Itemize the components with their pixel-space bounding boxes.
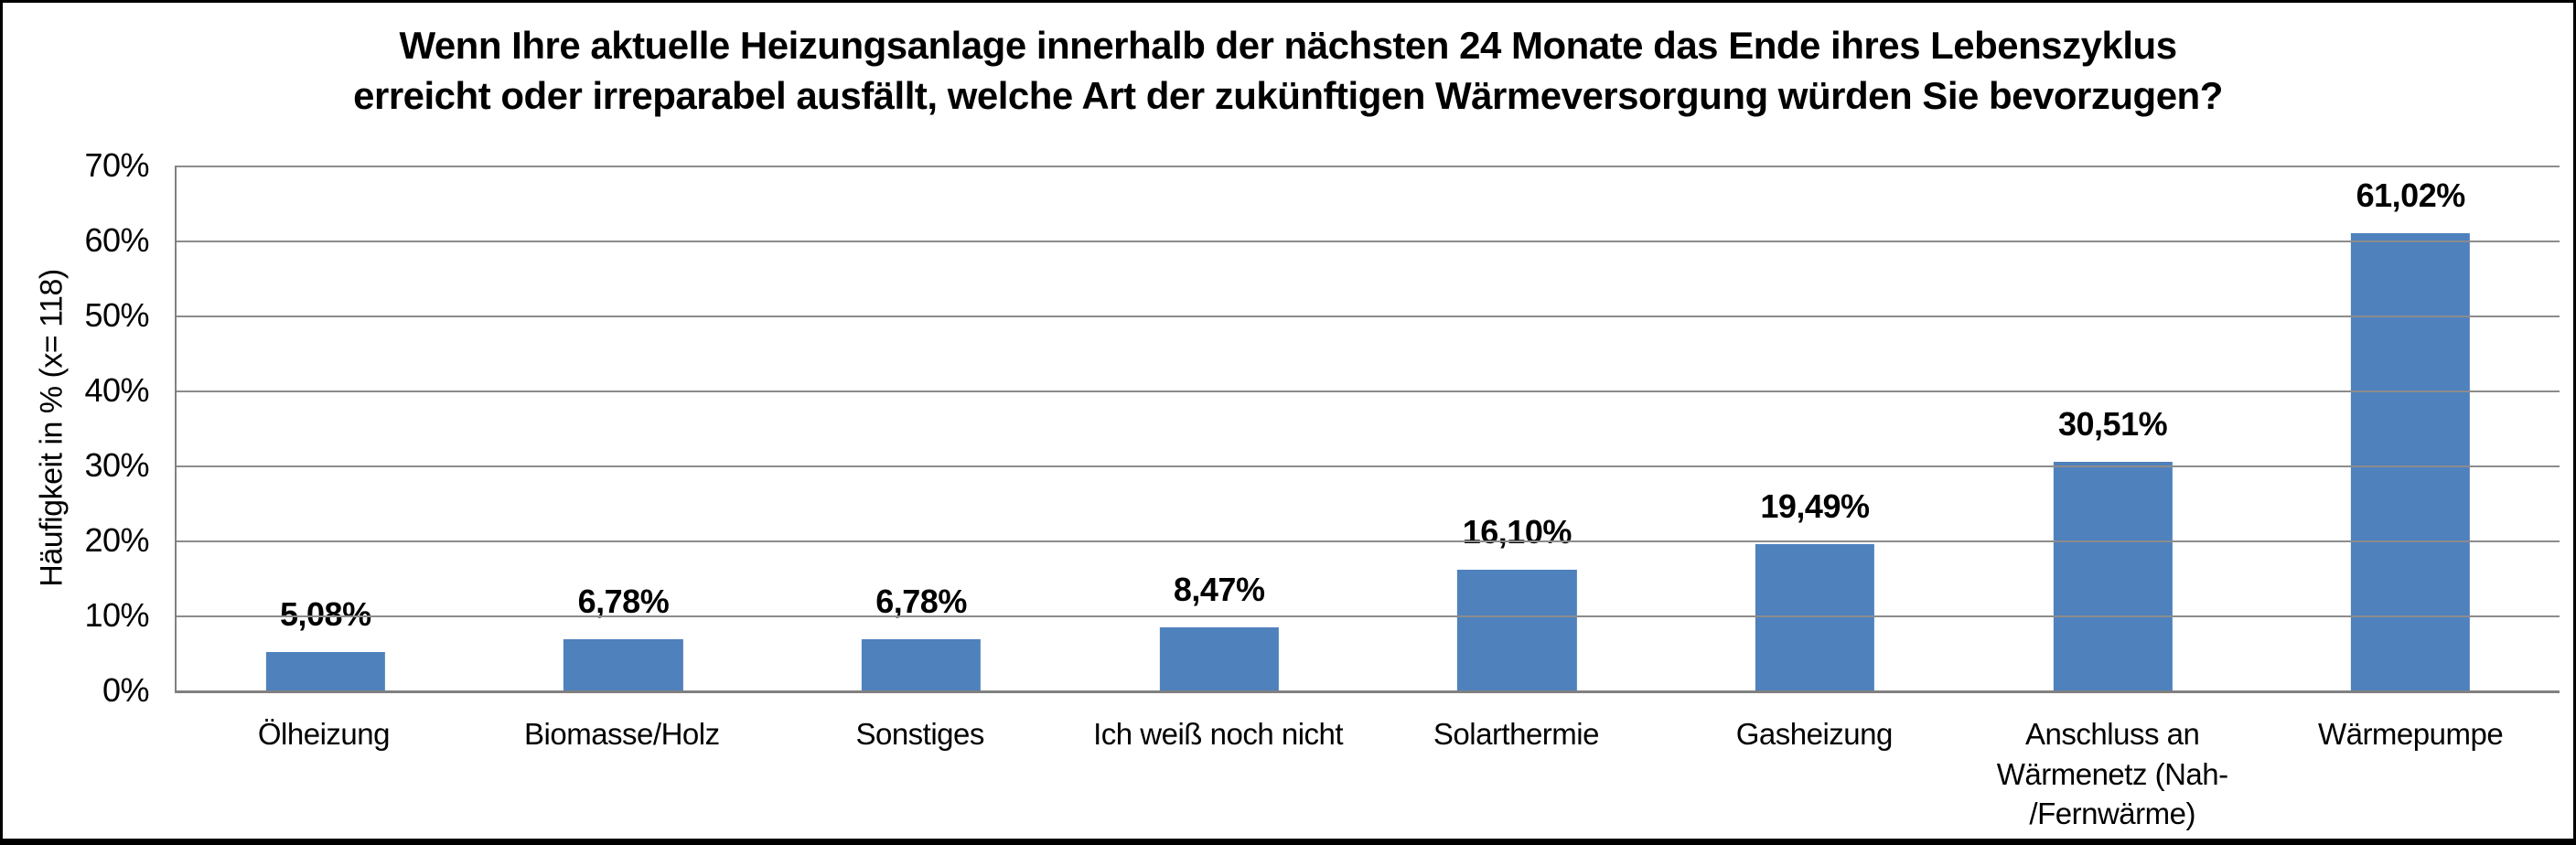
bar-column: 6,78% — [772, 166, 1070, 690]
bar-column: 61,02% — [2261, 166, 2560, 690]
bar-column: 6,78% — [475, 166, 773, 690]
bar-column: 30,51% — [1964, 166, 2262, 690]
x-axis-category-label: Sonstiges — [855, 717, 984, 751]
y-tick-label: 20% — [84, 521, 149, 559]
gridline — [177, 166, 2560, 167]
bar-value-label: 8,47% — [1173, 570, 1265, 608]
bar-column: 19,49% — [1666, 166, 1964, 690]
bar — [2053, 461, 2173, 690]
bar-value-label: 16,10% — [1462, 512, 1572, 551]
y-tick-label: 50% — [84, 296, 149, 334]
bar — [1755, 544, 1875, 690]
bar-value-label: 19,49% — [1760, 487, 1870, 526]
gridline — [177, 316, 2560, 317]
bar-column: 8,47% — [1070, 166, 1368, 690]
x-axis-labels: Ölheizung Biomasse/Holz Sonstiges Ich weiß … — [175, 714, 2560, 834]
y-tick-label: 40% — [84, 371, 149, 409]
gridline — [177, 241, 2560, 242]
chart-title: Wenn Ihre aktuelle Heizungsanlage innerh… — [353, 24, 2223, 117]
bar — [265, 652, 385, 690]
x-axis-category-label: Ich weiß noch nicht — [1093, 717, 1344, 751]
bar-value-label: 5,08% — [280, 595, 371, 634]
y-tick-label: 10% — [84, 596, 149, 634]
y-tick-label: 60% — [84, 221, 149, 259]
x-axis-category-label: Wärmepumpe — [2317, 717, 2504, 751]
plot-area: 5,08% 6,78% 6,78% 8,47% 16,10% 19,49% 30,51% 61… — [84, 146, 2560, 709]
bar-value-label: 61,02% — [2356, 176, 2466, 214]
x-axis-category-label: Biomasse/Holz — [524, 717, 720, 751]
bar-series: 5,08% 6,78% 6,78% 8,47% 16,10% 19,49% 30,51% 61… — [177, 166, 2560, 690]
bar — [861, 639, 982, 690]
bar-value-label: 6,78% — [875, 583, 967, 621]
bar-value-label: 6,78% — [577, 583, 670, 621]
gridline — [177, 465, 2560, 467]
x-axis-category-label: Solarthermie — [1433, 717, 1600, 751]
bar — [1457, 569, 1577, 690]
bar — [564, 639, 683, 690]
y-tick-label: 70% — [84, 146, 149, 184]
gridline — [177, 390, 2560, 392]
bar-column: 5,08% — [177, 166, 475, 690]
gridline — [177, 540, 2560, 542]
bar — [1159, 626, 1279, 690]
y-tick-label: 30% — [84, 446, 149, 484]
bar-value-label: 30,51% — [2058, 404, 2168, 443]
gridline — [177, 615, 2560, 617]
x-axis-category-label: Ölheizung — [257, 717, 391, 751]
bar — [2351, 232, 2471, 690]
x-axis-category-label: Anschluss an Wärmenetz (Nah- /Fernwärme) — [1996, 717, 2228, 831]
x-axis-category-label: Gasheizung — [1735, 717, 1894, 751]
y-axis-title: Häufigkeit in % (x= 118) — [34, 269, 70, 587]
bar-column: 16,10% — [1368, 166, 1667, 690]
y-tick-label: 0% — [102, 671, 150, 709]
